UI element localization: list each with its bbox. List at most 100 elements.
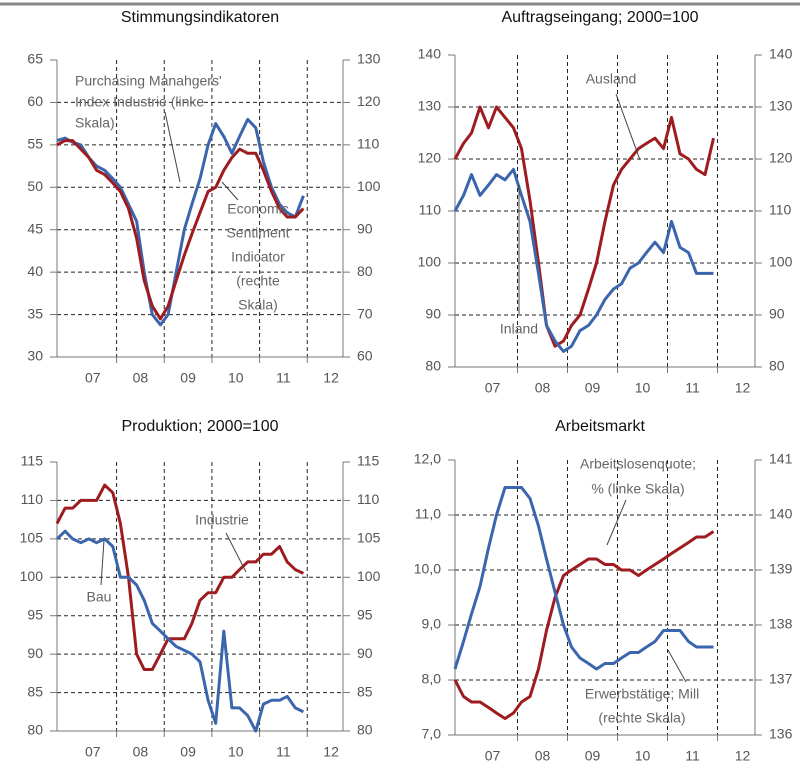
y2-tick-label: 120	[769, 150, 793, 166]
series-line	[55, 483, 305, 671]
y-tick-label: 90	[27, 645, 43, 661]
y2-tick-label: 100	[769, 254, 793, 270]
series-annotation: Skala)	[75, 115, 115, 131]
y2-tick-label: 140	[769, 506, 793, 522]
x-tick-label: 10	[635, 380, 651, 396]
y-tick-label: 110	[21, 491, 44, 507]
y2-tick-label: 80	[357, 722, 373, 738]
y2-tick-label: 85	[357, 683, 373, 699]
y2-tick-label: 141	[769, 451, 793, 467]
x-tick-label: 07	[485, 748, 501, 764]
series-line	[453, 486, 714, 671]
x-tick-label: 12	[735, 748, 751, 764]
y-tick-label: 30	[27, 348, 43, 364]
y2-tick-label: 100	[357, 568, 381, 584]
y-tick-label: 50	[27, 178, 43, 194]
y-tick-label: 12,0	[414, 451, 441, 467]
series-line	[453, 167, 714, 353]
series-annotation: Bau	[87, 589, 112, 605]
y-tick-label: 120	[418, 150, 442, 166]
x-tick-label: 11	[276, 744, 291, 760]
annotation-leader	[225, 532, 247, 573]
y-tick-label: 65	[27, 51, 43, 67]
y-tick-label: 100	[418, 254, 442, 270]
y-tick-label: 8,0	[422, 671, 442, 687]
y2-tick-label: 110	[769, 202, 792, 218]
y-tick-label: 40	[27, 263, 43, 279]
x-tick-label: 12	[735, 380, 751, 396]
annotation-leader	[667, 649, 687, 683]
x-tick-label: 10	[635, 748, 651, 764]
x-tick-label: 09	[180, 744, 196, 760]
x-tick-label: 07	[485, 380, 501, 396]
x-tick-label: 08	[133, 370, 149, 386]
series-line	[56, 117, 305, 327]
series-line	[453, 105, 715, 348]
x-tick-label: 12	[323, 370, 339, 386]
y2-tick-label: 80	[357, 263, 373, 279]
y-tick-label: 60	[27, 93, 43, 109]
annotation-leader	[615, 93, 641, 161]
y2-tick-label: 95	[357, 606, 373, 622]
series-annotation: (rechte	[236, 273, 280, 289]
series-annotation: Inland	[500, 321, 538, 337]
y-tick-label: 10,0	[414, 561, 441, 577]
y2-tick-label: 120	[357, 93, 381, 109]
y2-tick-label: 138	[769, 616, 793, 632]
series-annotation: Skala)	[238, 297, 278, 313]
x-tick-label: 11	[276, 370, 291, 386]
x-tick-label: 09	[585, 380, 601, 396]
y-tick-label: 80	[425, 358, 441, 374]
y2-tick-label: 140	[769, 46, 793, 62]
x-tick-label: 11	[685, 380, 700, 396]
x-tick-label: 09	[180, 370, 196, 386]
x-tick-label: 08	[133, 744, 149, 760]
series-annotation: Arbeitslosenquote;	[580, 456, 696, 472]
y-tick-label: 85	[27, 683, 43, 699]
series-annotation: (rechte Skala)	[598, 710, 685, 726]
series-annotation: Indicator	[231, 249, 285, 265]
y2-tick-label: 100	[357, 178, 381, 194]
x-tick-label: 08	[535, 380, 551, 396]
y-tick-label: 130	[418, 98, 442, 114]
y2-tick-label: 137	[769, 671, 793, 687]
x-tick-label: 12	[323, 744, 339, 760]
y-tick-label: 55	[27, 136, 43, 152]
annotation-leader	[606, 499, 627, 546]
y-tick-label: 7,0	[422, 726, 442, 742]
series-annotation: Economic	[227, 201, 288, 217]
series-line	[55, 529, 305, 733]
y-tick-label: 110	[419, 202, 442, 218]
y-tick-label: 95	[27, 606, 43, 622]
y2-tick-label: 90	[769, 306, 785, 322]
y2-tick-label: 130	[769, 98, 793, 114]
panel-title: Stimmungsindikatoren	[121, 9, 279, 26]
y2-tick-label: 90	[357, 645, 373, 661]
panel-title: Produktion; 2000=100	[121, 418, 278, 435]
y2-tick-label: 136	[769, 726, 793, 742]
y-tick-label: 100	[20, 568, 44, 584]
series-annotation: % (linke Skala)	[591, 481, 684, 497]
y-tick-label: 115	[21, 453, 44, 469]
y2-tick-label: 60	[357, 348, 373, 364]
y2-tick-label: 139	[769, 561, 793, 577]
panel-title: Arbeitsmarkt	[555, 418, 645, 435]
y-tick-label: 45	[27, 220, 43, 236]
series-annotation: Purchasing Manahgers'	[75, 73, 222, 89]
y2-tick-label: 110	[357, 136, 380, 152]
series-annotation: Sentiment	[226, 225, 289, 241]
y-tick-label: 140	[418, 46, 442, 62]
y2-tick-label: 70	[357, 305, 373, 321]
panel-title: Auftragseingang; 2000=100	[501, 9, 698, 26]
y-tick-label: 9,0	[422, 616, 442, 632]
series-annotation: Industrie	[195, 512, 249, 528]
y2-tick-label: 130	[357, 51, 381, 67]
y2-tick-label: 115	[357, 453, 380, 469]
annotation-leader	[100, 539, 105, 586]
y-tick-label: 35	[27, 305, 43, 321]
series-line	[56, 139, 305, 321]
x-tick-label: 10	[228, 370, 244, 386]
annotation-leader	[164, 111, 181, 183]
y2-tick-label: 90	[357, 220, 373, 236]
